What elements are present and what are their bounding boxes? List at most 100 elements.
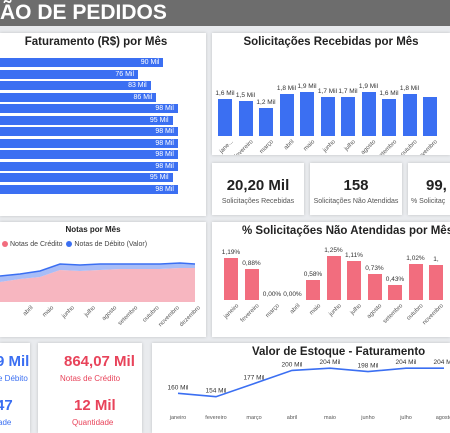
pct-month-label: janeiro	[223, 303, 241, 320]
solicitacoes-month-label: agosto	[360, 139, 378, 155]
legend-debit: Notas de Débito (Valor)	[74, 241, 148, 248]
faturamento-bar: 98 Mil	[0, 104, 178, 113]
solicitacoes-bar	[279, 94, 294, 136]
pct-bar	[326, 256, 341, 300]
faturamento-bar: 98 Mil	[0, 150, 178, 159]
estoque-month-label: agosto	[436, 415, 450, 421]
estoque-point-label: 198 Mil	[358, 363, 380, 370]
solicitacoes-month-label: abril	[283, 139, 296, 152]
estoque-point-label: 160 Mil	[168, 384, 190, 391]
estoque-point-label: 154 Mil	[206, 388, 228, 395]
debit-value: 9 Mil	[0, 353, 30, 370]
debit-dot-icon	[66, 241, 73, 248]
legend-credit: Notas de Crédito	[10, 241, 63, 248]
kpi-recebidas-value: 20,20 Mil	[226, 177, 290, 194]
estoque-month-label: abril	[287, 415, 297, 421]
solicitacoes-month-label: julho	[344, 139, 358, 153]
estoque-card: Valor de Estoque - Faturamento 160 Mil ja…	[152, 343, 450, 433]
solicitacoes-bar-label: 1,5 Mil	[235, 92, 256, 100]
pct-bar-label: 1,11%	[345, 251, 363, 259]
pct-bar	[388, 284, 402, 300]
credit-dot-icon	[2, 241, 8, 248]
solicitacoes-bar	[300, 92, 314, 136]
page-header: ÃO DE PEDIDOS	[0, 0, 450, 26]
pct-bar-label: 0,00%	[262, 291, 282, 298]
pct-month-label: fevereiro	[239, 303, 261, 324]
faturamento-bar: 98 Mil	[0, 138, 178, 148]
pct-month-label: agosto	[366, 303, 384, 320]
faturamento-bar: 95 Mil	[0, 173, 173, 182]
solicitacoes-bar-label: 1,2 Mil	[256, 99, 276, 107]
solicitacoes-month-label: março	[259, 139, 276, 155]
solicitacoes-bar	[218, 98, 232, 136]
faturamento-bar: 98 Mil	[0, 161, 178, 171]
faturamento-bar-label: 95 Mil	[149, 174, 169, 181]
pct-bar	[408, 264, 423, 300]
kpi-recebidas-card: 20,20 Mil Solicitações Recebidas	[212, 163, 304, 215]
solicitacoes-month-label: fevereiro	[233, 139, 255, 155]
credit-value: 864,07 Mil	[64, 353, 135, 370]
kpi-nao-atendidas-card: 158 Solicitações Não Atendidas	[310, 163, 402, 215]
faturamento-bar-label: 98 Mil	[155, 105, 174, 112]
notas-totais-left-card: 9 Mil e Débito 47 ade	[0, 343, 30, 433]
kpi-percent-card: 99, % Solicitaç	[408, 163, 450, 215]
solicitacoes-bar	[320, 96, 335, 136]
credit-qty: 12 Mil	[74, 397, 116, 414]
estoque-point-label: 204 Mil	[434, 359, 450, 366]
solicitacoes-bar-label: 1,7 Mil	[317, 87, 338, 95]
solicitacoes-bar	[402, 94, 417, 136]
pct-bar-label: 1,25%	[324, 247, 343, 254]
pct-month-label: setembro	[382, 303, 405, 325]
estoque-point-label: 204 Mil	[320, 359, 342, 366]
faturamento-bar: 90 Mil	[0, 58, 164, 67]
debit-area	[0, 263, 195, 282]
solicitacoes-card: Solicitações Recebidas por Mês 1,6 Mil ja…	[212, 33, 450, 155]
solicitacoes-bar	[341, 96, 355, 136]
faturamento-bar-label: 98 Mil	[155, 128, 174, 135]
faturamento-title: Faturamento (R$) por Mês	[24, 36, 168, 48]
faturamento-bar-label: 76 Mil	[115, 70, 135, 78]
estoque-month-label: julho	[399, 415, 412, 421]
solicitacoes-bar-label: 1,7 Mil	[338, 87, 358, 95]
pct-bar-label: 0,58%	[303, 270, 323, 278]
faturamento-bar: 76 Mil	[0, 69, 139, 79]
solicitacoes-title: Solicitações Recebidas por Mês	[243, 36, 419, 48]
debit-qty: 47	[0, 397, 13, 414]
estoque-point-label: 200 Mil	[282, 361, 304, 368]
faturamento-bar: 86 Mil	[0, 92, 157, 102]
solicitacoes-month-label: junho	[322, 139, 337, 154]
pct-bar-label: 1,19%	[221, 249, 241, 257]
notas-totais-credit-card: 864,07 Mil Notas de Crédito 12 Mil Quant…	[38, 343, 142, 433]
solicitacoes-month-label: outubro	[400, 139, 419, 155]
credit-area	[0, 268, 195, 302]
notas-card: Notas por Mês Notas de Crédito Notas de …	[0, 222, 206, 337]
pct-bar-label: 0,73%	[365, 265, 384, 273]
faturamento-bar-label: 83 Mil	[128, 82, 147, 89]
faturamento-bar-label: 98 Mil	[155, 139, 174, 147]
notas-title: Notas por Mês	[65, 225, 121, 234]
faturamento-bar-label: 98 Mil	[155, 162, 174, 170]
pct-bar	[429, 264, 443, 300]
notas-legend: Notas de Crédito Notas de Débito (Valor)	[2, 241, 147, 248]
solicitacoes-bar-label: 1,8 Mil	[399, 85, 420, 93]
notas-area-chart	[0, 262, 196, 302]
faturamento-bar-label: 95 Mil	[149, 116, 169, 124]
debit-line	[0, 262, 196, 277]
estoque-month-label: maio	[324, 415, 336, 421]
estoque-title: Valor de Estoque - Faturamento	[252, 346, 426, 358]
pct-bar	[224, 258, 238, 300]
credit-label: Notas de Crédito	[60, 374, 121, 383]
pct-month-label: outubro	[406, 303, 425, 322]
solicitacoes-month-label: setembro	[376, 139, 399, 155]
estoque-month-label: março	[246, 415, 261, 421]
pct-bar	[244, 269, 259, 300]
estoque-month-label: fevereiro	[205, 415, 226, 421]
kpi-nao-atendidas-label: Solicitações Não Atendidas	[313, 198, 399, 205]
kpi-nao-atendidas-value: 158	[343, 177, 369, 194]
pct-month-label: março	[265, 303, 282, 320]
solicitacoes-month-label: jane...	[218, 139, 235, 155]
faturamento-bar-label: 86 Mil	[133, 93, 153, 101]
solicitacoes-bar	[361, 92, 376, 136]
pct-bar-label: 0,00%	[283, 291, 302, 298]
faturamento-bar-label: 98 Mil	[155, 185, 174, 193]
